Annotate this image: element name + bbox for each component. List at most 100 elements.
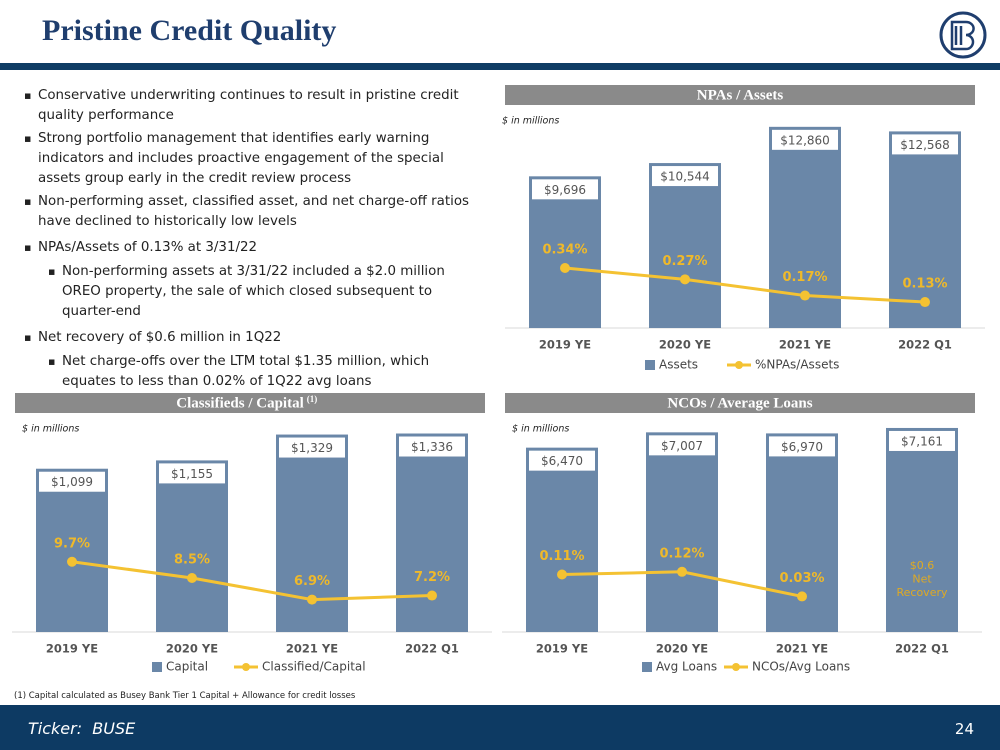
line: [564, 266, 926, 304]
label-bg: [279, 437, 345, 458]
line-marker: [557, 569, 567, 580]
x-tick-label: 2022 Q1: [405, 642, 459, 656]
chart-title-note: (1): [307, 394, 318, 404]
bar: [396, 433, 468, 632]
line-value-label: 0.12%: [659, 546, 704, 561]
bar-value-label: $7,161: [901, 434, 943, 448]
line-value-label: 0.11%: [539, 549, 584, 564]
bar-value-label: $10,544: [660, 170, 710, 184]
legend-label: Capital: [166, 660, 208, 674]
line-marker: [187, 572, 197, 583]
title-band: [15, 393, 485, 413]
x-tick-label: 2021 YE: [286, 642, 338, 656]
x-tick-label: 2019 YE: [46, 642, 98, 656]
bar: [646, 432, 718, 632]
line-value-label: 0.34%: [542, 242, 587, 257]
bar-value-label: $1,336: [411, 440, 453, 454]
x-tick-label: 2022 Q1: [895, 642, 949, 656]
annotation: Net: [912, 573, 932, 586]
line-marker: [677, 566, 687, 577]
bar: [36, 468, 108, 632]
annotation: $0.6: [910, 559, 935, 572]
x-tick-label: 2022 Q1: [898, 338, 952, 352]
x-tick-label: 2021 YE: [779, 338, 831, 352]
label-bg: [892, 134, 958, 155]
legend-swatch: [645, 360, 655, 370]
legend-label: Assets: [659, 358, 698, 372]
line: [71, 560, 433, 602]
bullet: NPAs/Assets of 0.13% at 3/31/22: [22, 238, 484, 258]
bar: [156, 460, 228, 632]
x-tick-label: 2020 YE: [166, 642, 218, 656]
label-bg: [159, 463, 225, 484]
bar: [766, 433, 838, 632]
bar-value-label: $6,470: [541, 454, 583, 468]
bullet: Strong portfolio management that identif…: [22, 129, 484, 189]
x-tick-label: 2020 YE: [659, 338, 711, 352]
x-tick-label: 2021 YE: [776, 642, 828, 656]
bar: [649, 163, 721, 328]
sub-bullet: Non-performing assets at 3/31/22 include…: [22, 262, 484, 322]
label-bg: [649, 435, 715, 456]
line-value-label: 7.2%: [414, 570, 450, 585]
bar-value-label: $12,860: [780, 133, 830, 147]
bar-value-label: $6,970: [781, 440, 823, 454]
line-marker: [797, 591, 807, 602]
line-value-label: 0.17%: [782, 270, 827, 285]
legend-label: %NPAs/Assets: [755, 358, 839, 372]
title-band: [505, 85, 975, 105]
bar-value-label: $12,568: [900, 138, 950, 152]
chart-subtitle: $ in millions: [502, 116, 559, 127]
line-marker: [427, 590, 437, 601]
bullet: Net recovery of $0.6 million in 1Q22: [22, 328, 484, 348]
line-marker: [67, 556, 77, 567]
legend-swatch-marker: [242, 663, 250, 671]
ticker: Ticker: BUSE: [28, 719, 136, 738]
bullet-list: Conservative underwriting continues to r…: [22, 86, 484, 398]
line-value-label: 9.7%: [54, 536, 90, 551]
slide-title: Pristine Credit Quality: [42, 14, 337, 47]
line-value-label: 0.27%: [662, 254, 707, 269]
title-band: [505, 393, 975, 413]
sub-bullet: Net charge-offs over the LTM total $1.35…: [22, 352, 484, 392]
bar-value-label: $1,099: [51, 475, 93, 489]
legend-swatch: [152, 662, 162, 672]
label-bg: [652, 166, 718, 187]
logo: [939, 11, 987, 59]
bar-value-label: $9,696: [544, 183, 586, 197]
bullet: Non-performing asset, classified asset, …: [22, 192, 484, 232]
page-number: 24: [954, 720, 974, 738]
chart-title: NPAs / Assets: [697, 87, 784, 103]
annotation: Recovery: [896, 586, 947, 599]
label-bg: [399, 436, 465, 457]
chart-title: NCOs / Average Loans: [667, 395, 812, 411]
bar: [889, 131, 961, 328]
x-tick-label: 2019 YE: [536, 642, 588, 656]
footnote: (1) Capital calculated as Busey Bank Tie…: [14, 691, 356, 701]
label-bg: [769, 436, 835, 457]
bullet: Conservative underwriting continues to r…: [22, 86, 484, 126]
bar: [529, 176, 601, 328]
label-bg: [772, 129, 838, 150]
line-value-label: 8.5%: [174, 552, 210, 567]
legend-label: NCOs/Avg Loans: [752, 660, 850, 674]
line-value-label: 6.9%: [294, 574, 330, 589]
chart-subtitle: $ in millions: [512, 424, 569, 435]
header-rule: [0, 63, 1000, 70]
label-bg: [529, 450, 595, 471]
bar-value-label: $1,155: [171, 467, 213, 481]
line-value-label: 0.13%: [902, 277, 947, 292]
line-marker: [680, 274, 690, 285]
charts: NPAs / Assets $ in millions 2019 YE 2020 YE…: [12, 11, 987, 674]
legend-swatch: [642, 662, 652, 672]
bar: [886, 427, 958, 632]
legend-label: Classified/Capital: [262, 660, 366, 674]
legend-label: Avg Loans: [656, 660, 717, 674]
x-tick-label: 2020 YE: [656, 642, 708, 656]
bar-value-label: $7,007: [661, 439, 703, 453]
footer: Ticker: BUSE 24: [0, 705, 1000, 750]
line-marker: [560, 262, 570, 273]
line-marker: [800, 290, 810, 301]
legend-swatch-marker: [732, 663, 740, 671]
